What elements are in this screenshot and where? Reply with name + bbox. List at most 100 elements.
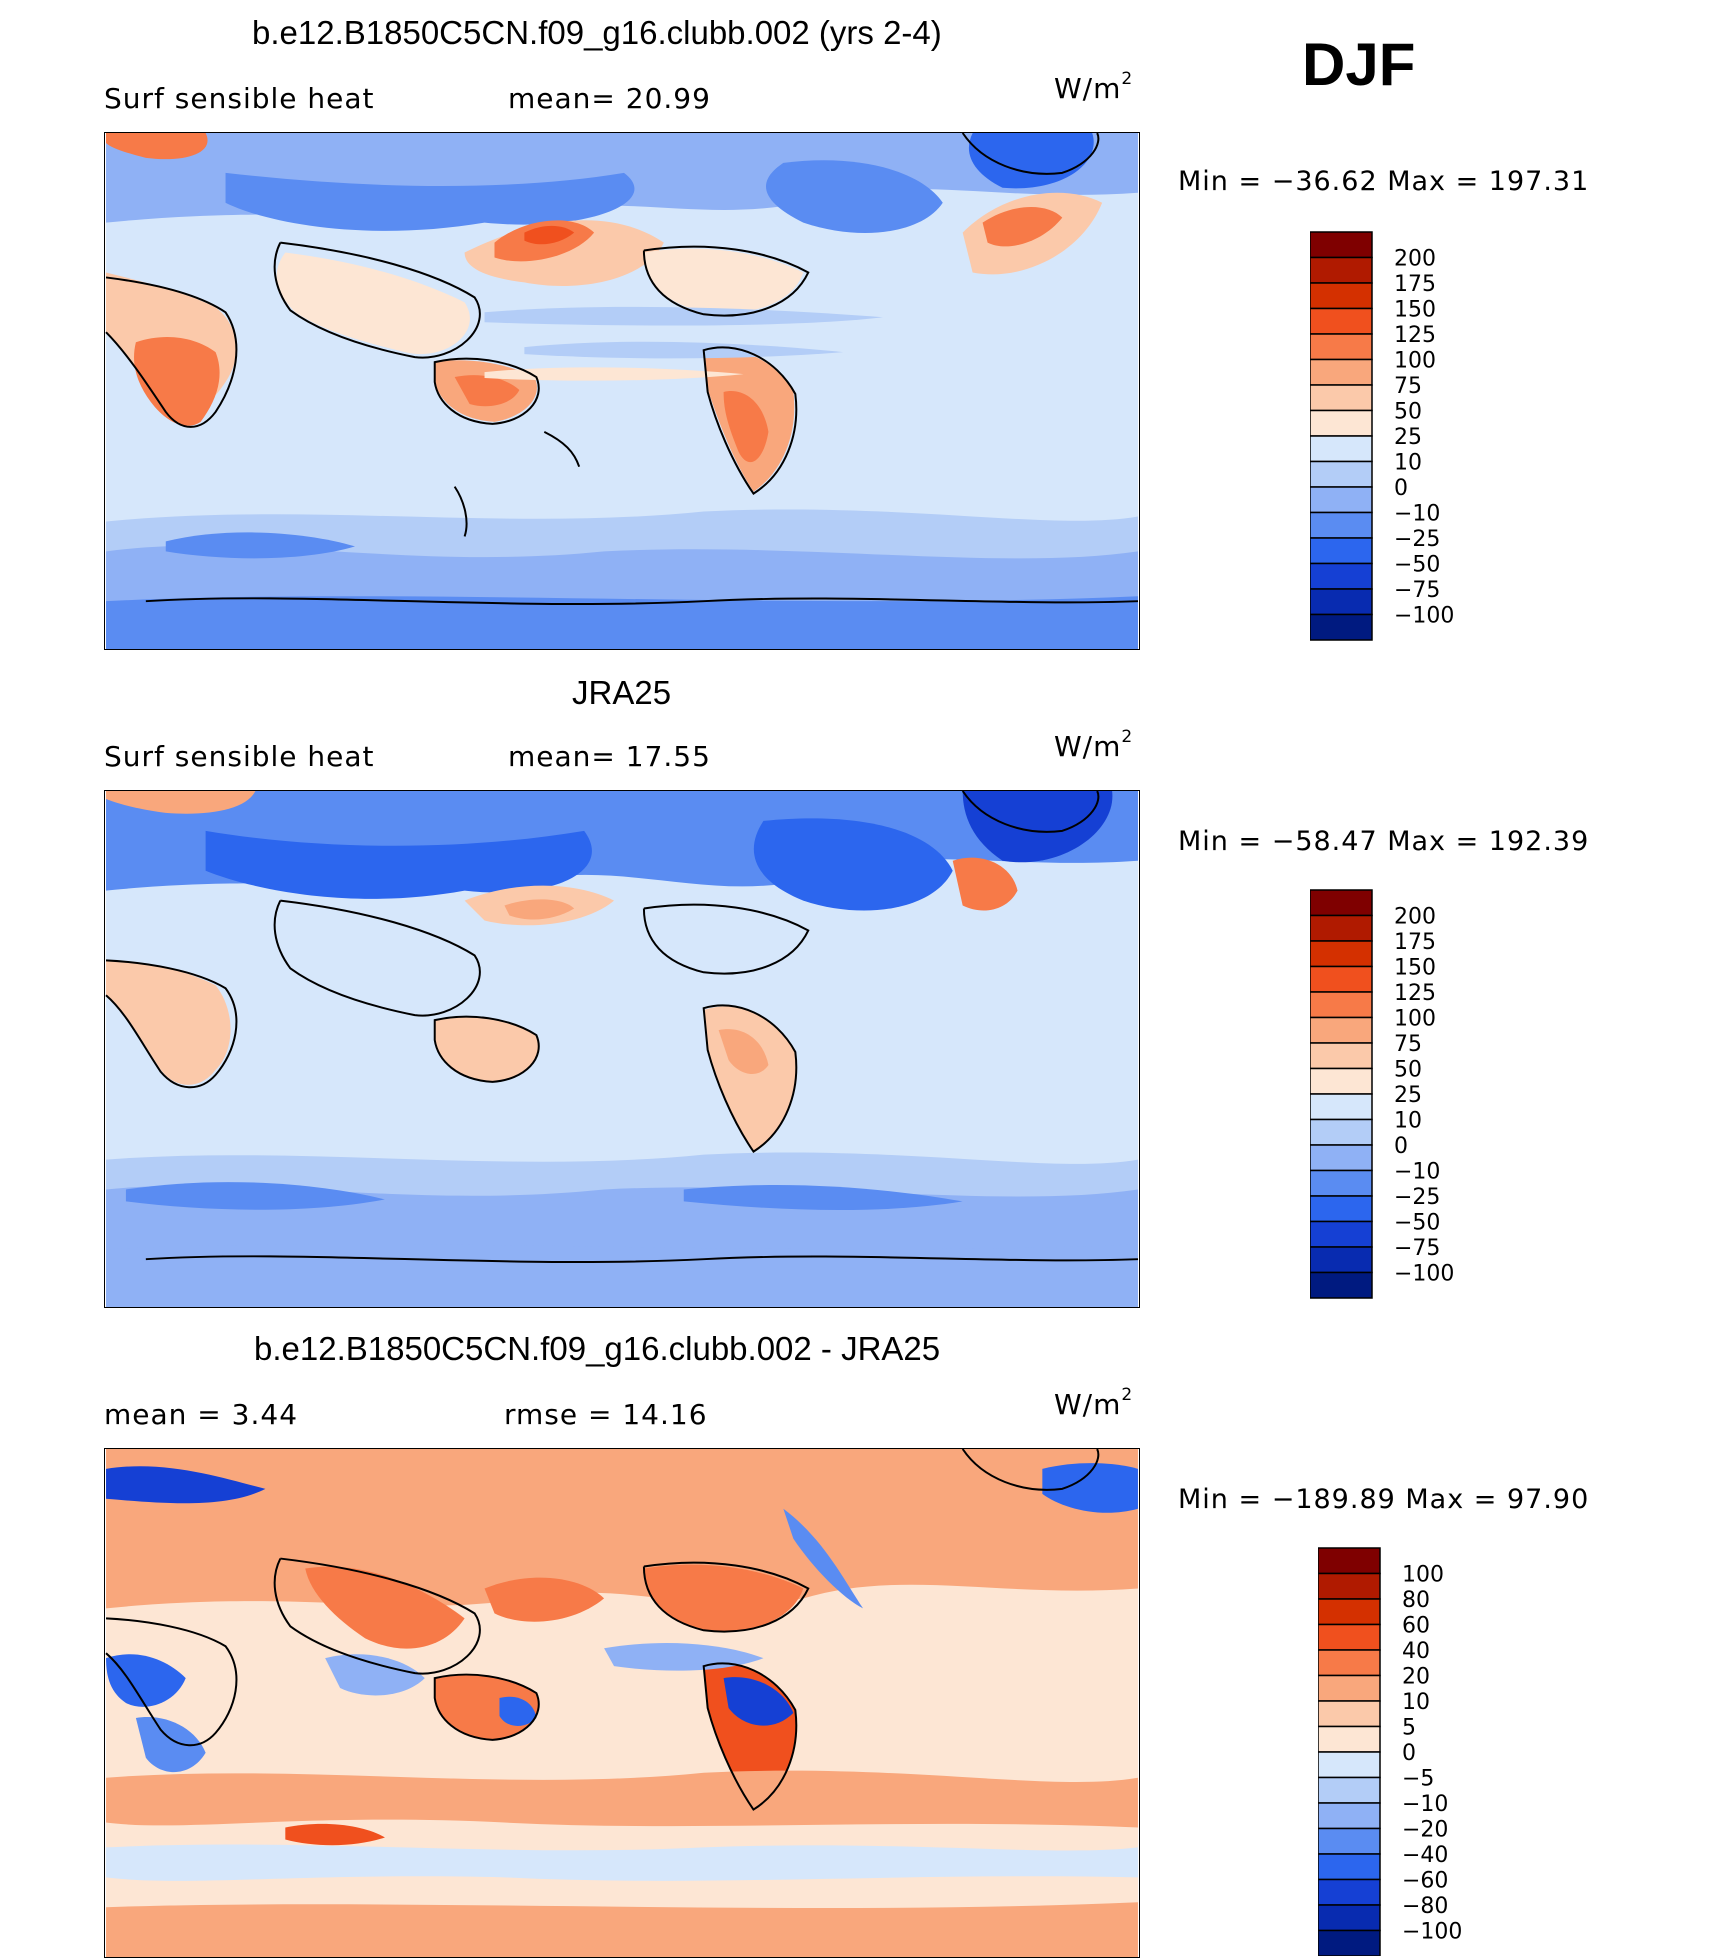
colorbar-tick-label: 175 <box>1394 930 1436 955</box>
colorbar-box <box>1310 1195 1373 1223</box>
colorbar-box <box>1310 384 1373 412</box>
panel-1-variable-label: Surf sensible heat <box>104 82 375 115</box>
panel-3-title: b.e12.B1850C5CN.f09_g16.clubb.002 - JRA2… <box>254 1330 941 1367</box>
colorbar-box <box>1318 1572 1381 1600</box>
colorbar-box <box>1310 256 1373 284</box>
colorbar-box <box>1318 1776 1381 1804</box>
colorbar-box <box>1310 1118 1373 1146</box>
colorbar-tick-label: 10 <box>1394 1109 1422 1134</box>
colorbar-tick-label: −25 <box>1394 1185 1440 1210</box>
colorbar-box <box>1318 1598 1381 1626</box>
colorbar-box <box>1318 1802 1381 1830</box>
colorbar-tick-label: 175 <box>1394 272 1436 297</box>
colorbar-box <box>1318 1674 1381 1702</box>
colorbar-box <box>1318 1725 1381 1753</box>
colorbar-tick-label: 100 <box>1394 1007 1436 1032</box>
colorbar-tick-label: 50 <box>1394 400 1422 425</box>
colorbar-tick-label: −20 <box>1402 1818 1448 1843</box>
colorbar-box <box>1310 940 1373 968</box>
colorbar-tick-label: 25 <box>1394 425 1422 450</box>
colorbar-box <box>1310 1067 1373 1095</box>
colorbar-tick-label: −100 <box>1394 604 1454 629</box>
panel-2-mean-label: mean= 17.55 <box>508 740 711 773</box>
colorbar-tick-label: −100 <box>1402 1920 1462 1945</box>
colorbar-box <box>1310 914 1373 942</box>
colorbar-tick-label: 75 <box>1394 1032 1422 1057</box>
panel-2-map <box>104 790 1140 1308</box>
colorbar-tick-label: 200 <box>1394 905 1436 930</box>
colorbar-box <box>1310 562 1373 590</box>
colorbar-box <box>1310 1093 1373 1121</box>
colorbar-tick-label: −80 <box>1402 1894 1448 1919</box>
colorbar-box <box>1310 231 1373 259</box>
colorbar-tick-label: 75 <box>1394 374 1422 399</box>
colorbar-tick-label: −10 <box>1394 1160 1440 1185</box>
colorbar-tick-label: 20 <box>1402 1665 1430 1690</box>
colorbar-box <box>1318 1700 1381 1728</box>
colorbar-box <box>1318 1878 1381 1906</box>
colorbar-box <box>1310 588 1373 616</box>
colorbar-tick-label: 25 <box>1394 1083 1422 1108</box>
colorbar-box <box>1318 1827 1381 1855</box>
colorbar-box <box>1310 1016 1373 1044</box>
colorbar-box <box>1318 1751 1381 1779</box>
colorbar-box <box>1310 991 1373 1019</box>
colorbar-tick-label: −75 <box>1394 578 1440 603</box>
colorbar-box <box>1310 1220 1373 1248</box>
colorbar-tick-label: 10 <box>1394 451 1422 476</box>
colorbar-tick-label: −50 <box>1394 553 1440 578</box>
colorbar-box <box>1318 1623 1381 1651</box>
colorbar-tick-label: −10 <box>1402 1792 1448 1817</box>
colorbar-box <box>1310 1042 1373 1070</box>
colorbar-box <box>1310 486 1373 514</box>
colorbar-box <box>1310 889 1373 917</box>
panel-3-map <box>104 1448 1140 1958</box>
colorbar-box <box>1310 537 1373 565</box>
colorbar-box <box>1310 1169 1373 1197</box>
colorbar-box <box>1310 358 1373 386</box>
panel-2-min-max: Min = −58.47 Max = 192.39 <box>1178 826 1590 857</box>
colorbar-tick-label: −60 <box>1402 1869 1448 1894</box>
colorbar-tick-label: 150 <box>1394 298 1436 323</box>
colorbar-tick-label: −50 <box>1394 1211 1440 1236</box>
colorbar-tick-label: −100 <box>1394 1262 1454 1287</box>
colorbar-tick-label: −40 <box>1402 1843 1448 1868</box>
panel-1-units: W/m2 <box>1054 68 1134 105</box>
panel-2-variable-label: Surf sensible heat <box>104 740 375 773</box>
colorbar-box <box>1310 435 1373 463</box>
colorbar-tick-label: 40 <box>1402 1639 1430 1664</box>
panel-3-mean-label: mean = 3.44 <box>104 1398 299 1431</box>
colorbar-box <box>1318 1547 1381 1575</box>
panel-3-units: W/m2 <box>1054 1384 1134 1421</box>
colorbar-tick-label: 150 <box>1394 956 1436 981</box>
colorbar-tick-label: 125 <box>1394 981 1436 1006</box>
panel-1-min-max: Min = −36.62 Max = 197.31 <box>1178 166 1590 197</box>
colorbar-tick-label: 5 <box>1402 1716 1416 1741</box>
colorbar-box <box>1318 1904 1381 1932</box>
colorbar-box <box>1310 1144 1373 1172</box>
panel-3-rmse-label: rmse = 14.16 <box>504 1398 708 1431</box>
colorbar-box <box>1318 1853 1381 1881</box>
colorbar-tick-label: 50 <box>1394 1058 1422 1083</box>
colorbar-tick-label: 100 <box>1394 349 1436 374</box>
colorbar-box <box>1310 1271 1373 1299</box>
colorbar-tick-label: 0 <box>1402 1741 1416 1766</box>
colorbar-box <box>1310 965 1373 993</box>
colorbar-tick-label: 200 <box>1394 247 1436 272</box>
panel-3-min-max: Min = −189.89 Max = 97.90 <box>1178 1484 1590 1515</box>
colorbar-box <box>1310 1246 1373 1274</box>
colorbar-tick-label: −25 <box>1394 527 1440 552</box>
panel-1-map <box>104 132 1140 650</box>
colorbar-tick-label: −75 <box>1394 1236 1440 1261</box>
colorbar-box <box>1310 282 1373 310</box>
colorbar-tick-label: 0 <box>1394 476 1408 501</box>
colorbar-tick-label: 80 <box>1402 1588 1430 1613</box>
colorbar-box <box>1310 333 1373 361</box>
panel-2-units: W/m2 <box>1054 726 1134 763</box>
colorbar-tick-label: −5 <box>1402 1767 1434 1792</box>
panel-1-title: b.e12.B1850C5CN.f09_g16.clubb.002 (yrs 2… <box>252 14 942 51</box>
season-label: DJF <box>1302 31 1416 98</box>
